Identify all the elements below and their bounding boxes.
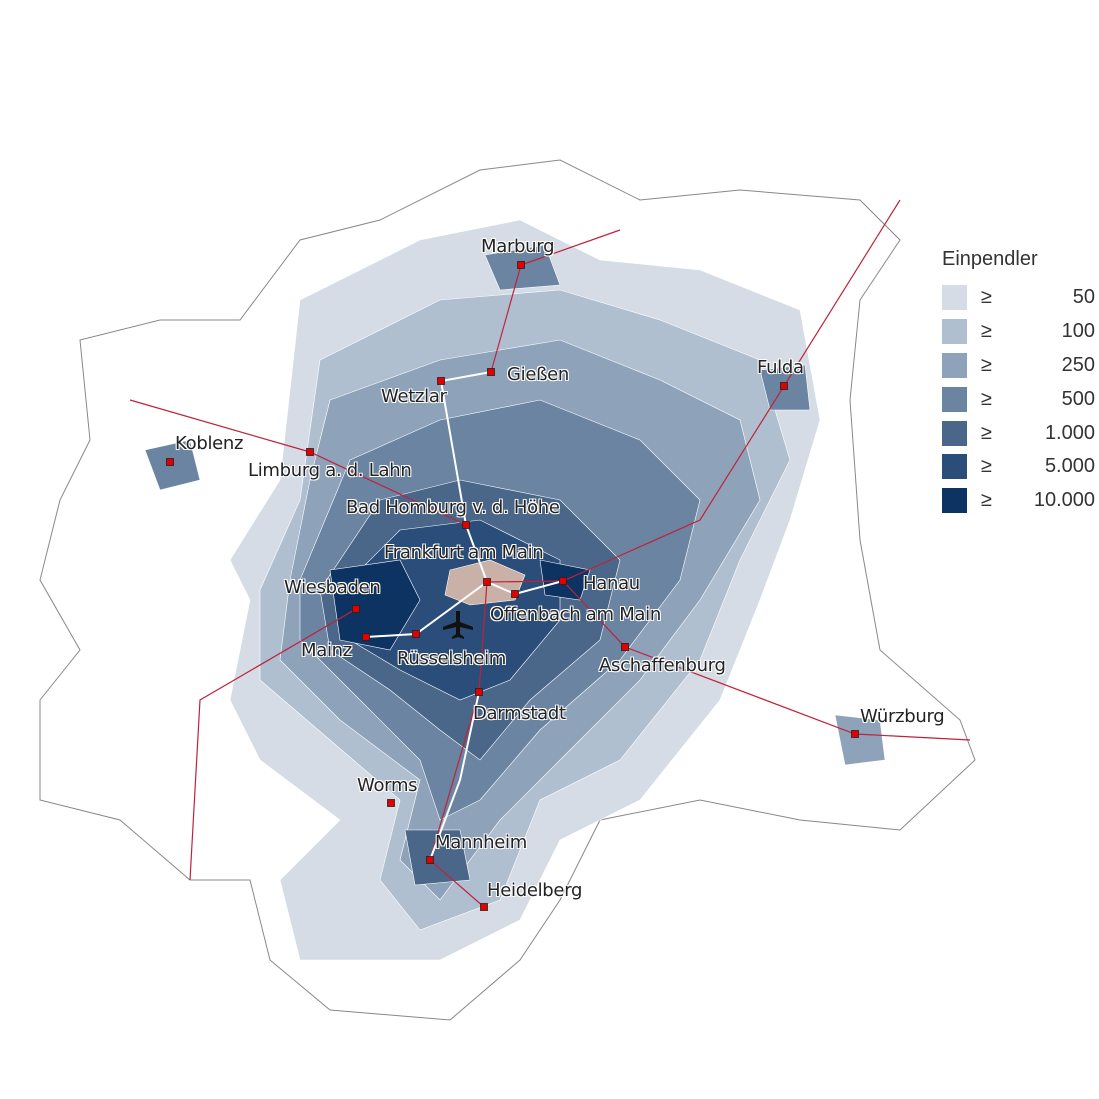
city-marker	[166, 458, 174, 466]
legend-swatch	[942, 488, 967, 514]
legend-value: 1.000	[1044, 421, 1095, 444]
city-label: Marburg	[481, 236, 555, 257]
legend-item: ≥50	[942, 281, 1095, 315]
legend-value: 100	[1061, 320, 1095, 343]
legend-value: 5.000	[1044, 455, 1095, 478]
city-label: Mainz	[301, 640, 352, 661]
legend-title: Einpendler	[942, 248, 1038, 270]
legend-item: ≥100	[942, 315, 1095, 349]
city-marker	[475, 688, 483, 696]
city-label: Heidelberg	[487, 880, 583, 901]
city-label: Frankfurt am Main	[384, 542, 544, 563]
region-wuerzburg	[834, 714, 886, 766]
legend-item: ≥1.000	[942, 416, 1095, 450]
city-label: Fulda	[757, 357, 804, 378]
region-10000	[329, 559, 421, 651]
legend-symbol: ≥	[981, 387, 992, 410]
city-label: Wetzlar	[381, 386, 447, 407]
city-marker	[559, 577, 567, 585]
legend-item: ≥500	[942, 382, 1095, 416]
city-label: Offenbach am Main	[490, 604, 661, 625]
legend-symbol: ≥	[981, 353, 992, 376]
city-label: Würzburg	[860, 706, 945, 727]
city-label: Darmstadt	[473, 703, 566, 724]
legend-item: ≥250	[942, 349, 1095, 383]
city-marker	[480, 903, 488, 911]
legend-value: 50	[1072, 286, 1095, 309]
city-marker	[851, 730, 859, 738]
legend-swatch	[942, 352, 967, 378]
city-marker	[426, 856, 434, 864]
city-marker	[362, 633, 370, 641]
city-marker	[462, 521, 470, 529]
city-marker	[412, 630, 420, 638]
city-label: Worms	[357, 775, 418, 796]
legend-swatch	[942, 420, 967, 446]
legend-symbol: ≥	[981, 286, 992, 309]
legend-swatch	[942, 319, 967, 345]
city-marker	[517, 261, 525, 269]
choropleth-regions	[144, 219, 886, 961]
city-label: Limburg a. d. Lahn	[248, 460, 412, 481]
city-marker	[352, 605, 360, 613]
city-marker	[483, 578, 491, 586]
city-marker	[487, 368, 495, 376]
city-label: Rüsselsheim	[397, 648, 507, 669]
city-markers	[166, 261, 859, 911]
legend-symbol: ≥	[981, 320, 992, 343]
legend-swatch	[942, 386, 967, 412]
legend-symbol: ≥	[981, 421, 992, 444]
legend-value: 500	[1061, 387, 1095, 410]
city-label: Koblenz	[175, 433, 244, 454]
city-label: Mannheim	[435, 832, 527, 853]
city-marker	[387, 799, 395, 807]
city-label: Hanau	[583, 573, 640, 594]
airplane-icon	[443, 611, 473, 639]
legend-symbol: ≥	[981, 489, 992, 512]
city-marker	[621, 643, 629, 651]
city-marker	[306, 448, 314, 456]
city-label: Wiesbaden	[284, 577, 381, 598]
legend-item: ≥5.000	[942, 450, 1095, 484]
legend-swatch	[942, 285, 967, 311]
legend-item: ≥10.000	[942, 484, 1095, 518]
city-marker	[437, 377, 445, 385]
legend-swatch	[942, 454, 967, 480]
city-label: Bad Homburg v. d. Höhe	[346, 497, 560, 518]
legend-symbol: ≥	[981, 455, 992, 478]
legend: Einpendler ≥50 ≥100 ≥250 ≥500 ≥1.000 ≥5.000 ≥1…	[942, 248, 1095, 518]
city-label: Gießen	[507, 364, 570, 385]
legend-value: 10.000	[1033, 489, 1095, 512]
city-label: Aschaffenburg	[599, 655, 726, 676]
city-marker	[780, 382, 788, 390]
city-marker	[511, 590, 519, 598]
legend-value: 250	[1061, 353, 1095, 376]
